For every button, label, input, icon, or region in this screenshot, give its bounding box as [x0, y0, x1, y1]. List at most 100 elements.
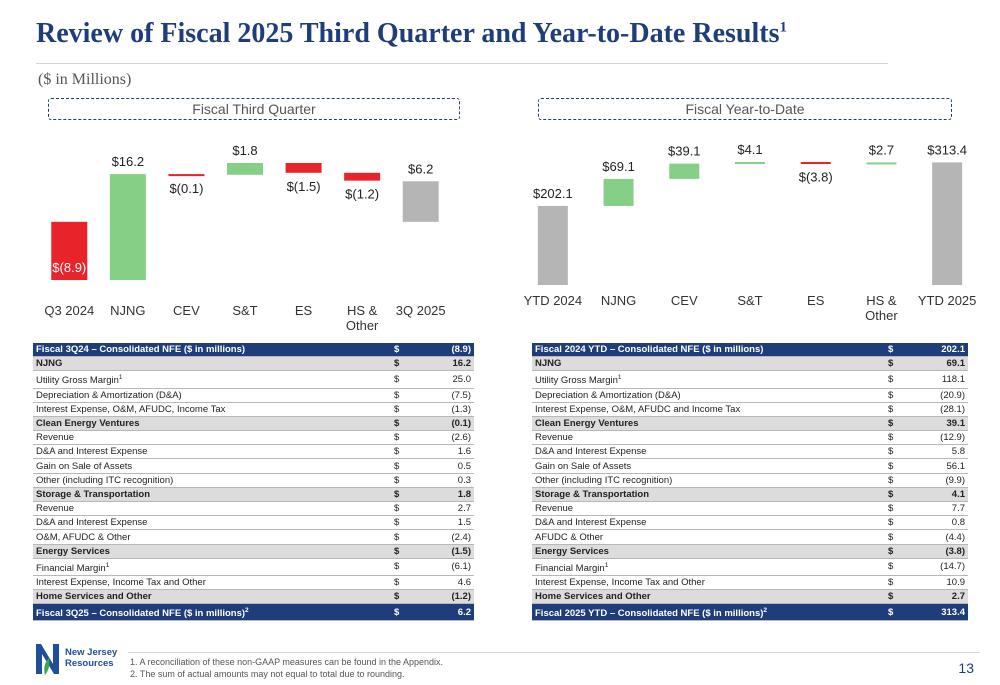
table-row: Home Services and Other $2.7 [532, 589, 968, 605]
row-value: 10.9 [915, 575, 968, 591]
bar-6 [932, 162, 963, 285]
row-currency: $ [885, 575, 915, 591]
row-value: 1.6 [421, 444, 474, 460]
row-value: 5.8 [915, 444, 968, 460]
bar-0 [51, 221, 88, 280]
table-row: Storage & Transportation $4.1 [532, 487, 968, 503]
row-label: Fiscal 2025 YTD – Consolidated NFE ($ in… [532, 603, 885, 622]
row-value: 118.1 [915, 370, 968, 389]
footer-divider [128, 652, 980, 653]
table-row: Gain on Sale of Assets $56.1 [532, 458, 968, 474]
row-label: Storage & Transportation [33, 487, 391, 503]
ytd-waterfall-chart: $202.1 YTD 2024 $69.1 NJNG $39.1 CEV $4.1 S&T $(… [524, 142, 977, 323]
row-value: 0.3 [421, 473, 474, 488]
title-divider [36, 63, 888, 64]
page-number: 13 [958, 660, 974, 676]
row-value: 69.1 [915, 356, 968, 372]
row-value: 1.5 [421, 515, 474, 531]
table-row: Energy Services $ (1.5) [33, 544, 474, 559]
table-row: Fiscal 3Q25 – Consolidated NFE ($ in mil… [33, 603, 474, 622]
table-row: Depreciation & Amortization (D&A) $ (20.9) [532, 388, 968, 403]
table-row: D&A and Interest Expense $0.8 [532, 515, 968, 531]
row-value: (6.1) [421, 558, 474, 576]
x-tick-label-0: Q3 2024 [44, 303, 94, 318]
table-row: Clean Energy Ventures $39.1 [532, 416, 968, 432]
row-value: (4.4) [915, 529, 968, 545]
x-tick-label-2: CEV [671, 293, 698, 308]
row-label: Home Services and Other [33, 589, 391, 605]
row-currency: $ [391, 458, 421, 474]
row-currency: $ [391, 558, 421, 576]
data-label-2: $(0.1) [169, 181, 203, 196]
table-row: AFUDC & Other $ (4.4) [532, 529, 968, 545]
row-label: AFUDC & Other [532, 529, 885, 545]
row-currency: $ [391, 402, 421, 417]
bar-1 [109, 174, 146, 280]
row-currency: $ [391, 370, 421, 389]
row-currency: $ [885, 402, 915, 417]
table-row: Home Services and Other $ (1.2) [33, 589, 474, 605]
logo-mark-icon: New Jersey Resources [34, 640, 118, 675]
row-currency: $ [391, 343, 421, 358]
table-row: Fiscal 3Q24 – Consolidated NFE ($ in mil… [33, 343, 474, 358]
quarter-waterfall-chart: $(8.9) Q3 2024 $16.2 NJNG $(0.1) CEV $1.8 S&T $(… [44, 143, 445, 333]
x-tick-label-6: YTD 2025 [918, 293, 977, 308]
data-label-1: $69.1 [602, 159, 635, 174]
row-currency: $ [885, 487, 915, 503]
row-currency: $ [885, 558, 915, 576]
footnotes: 1. A reconciliation of these non-GAAP me… [130, 656, 443, 680]
row-label: O&M, AFUDC & Other [33, 529, 391, 545]
row-label: Utility Gross Margin1 [33, 370, 391, 389]
row-value: 39.1 [915, 416, 968, 432]
row-label: Home Services and Other [532, 589, 885, 605]
row-value: 6.2 [421, 603, 474, 622]
row-currency: $ [885, 416, 915, 432]
table-row: Fiscal 2025 YTD – Consolidated NFE ($ in… [532, 603, 968, 622]
data-label-3: $4.1 [737, 142, 762, 157]
table-row: Utility Gross Margin1 $118.1 [532, 370, 968, 389]
company-logo: New Jersey Resources [33, 638, 123, 678]
row-currency: $ [391, 501, 421, 517]
data-label-4: $(1.5) [287, 179, 321, 194]
row-value: 25.0 [421, 370, 474, 389]
table-row: Interest Expense, O&M, AFUDC and Income … [532, 402, 968, 417]
row-value: 7.7 [915, 501, 968, 517]
x-tick-label-0: YTD 2024 [524, 293, 583, 308]
x-tick-label-4: ES [295, 303, 313, 318]
row-currency: $ [885, 388, 915, 403]
row-currency: $ [391, 529, 421, 545]
row-label: D&A and Interest Expense [33, 444, 391, 460]
row-label: Interest Expense, Income Tax and Other [532, 575, 885, 591]
row-label: Depreciation & Amortization (D&A) [532, 388, 885, 403]
row-label: NJNG [532, 356, 885, 372]
row-currency: $ [885, 544, 915, 559]
table-row: Revenue $ (2.6) [33, 430, 474, 446]
row-value: (3.8) [915, 544, 968, 559]
row-value: 0.8 [915, 515, 968, 531]
table-row: NJNG $16.2 [33, 356, 474, 372]
row-value: 4.6 [421, 575, 474, 591]
row-label: Fiscal 3Q25 – Consolidated NFE ($ in mil… [33, 603, 391, 622]
row-value: (8.9) [421, 343, 474, 358]
table-row: Interest Expense, O&M, AFUDC, Income Tax… [33, 402, 474, 417]
x-tick-label-4: ES [807, 293, 825, 308]
row-value: (2.6) [421, 430, 474, 446]
row-currency: $ [391, 356, 421, 372]
table-row: Fiscal 2024 YTD – Consolidated NFE ($ in… [532, 343, 968, 358]
table-row: Other (including ITC recognition) $0.3 [33, 473, 474, 488]
row-label: Interest Expense, Income Tax and Other [33, 575, 391, 591]
row-value: 56.1 [915, 458, 968, 474]
row-label: Gain on Sale of Assets [33, 458, 391, 474]
x-tick-label-5: HS & [866, 293, 897, 308]
row-value: (12.9) [915, 430, 968, 446]
row-currency: $ [391, 444, 421, 460]
table-row: Financial Margin1 $ (14.7) [532, 558, 968, 576]
row-label: D&A and Interest Expense [33, 515, 391, 531]
x-tick-label-1: NJNG [601, 293, 636, 308]
row-value: (7.5) [421, 388, 474, 403]
table-row: Interest Expense, Income Tax and Other $1… [532, 575, 968, 591]
bar-2 [669, 163, 700, 179]
row-value: 4.1 [915, 487, 968, 503]
table-row: Depreciation & Amortization (D&A) $ (7.5) [33, 388, 474, 403]
row-label: Clean Energy Ventures [33, 416, 391, 432]
